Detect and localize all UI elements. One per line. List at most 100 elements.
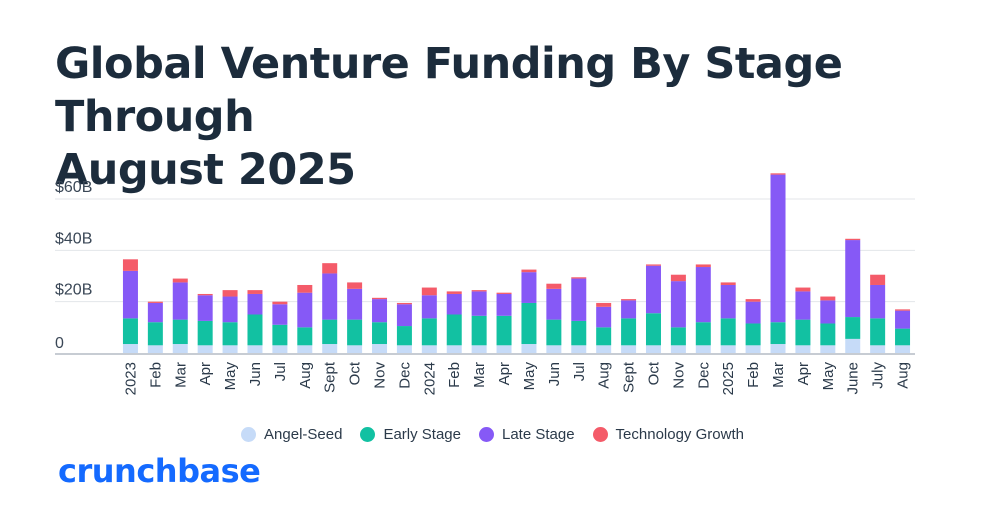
bar-segment-late-stage xyxy=(695,267,711,323)
bar-segment-late-stage xyxy=(645,265,661,314)
bar-segment-early-stage xyxy=(172,319,188,345)
bar-segment-late-stage xyxy=(347,288,363,320)
bar-segment-late-stage xyxy=(496,293,512,316)
x-tick-label: Nov xyxy=(372,362,389,389)
bar-segment-technology-growth xyxy=(870,274,886,285)
bar-segment-angel-seed xyxy=(372,344,388,353)
bar-segment-early-stage xyxy=(496,315,512,346)
bar-segment-early-stage xyxy=(372,322,388,345)
bar-segment-late-stage xyxy=(621,300,637,319)
bar-segment-technology-growth xyxy=(122,259,138,271)
bar-segment-early-stage xyxy=(870,318,886,346)
bar-segment-early-stage xyxy=(471,315,487,346)
x-tick-label: Mar xyxy=(471,362,488,388)
bar-segment-late-stage xyxy=(670,281,686,328)
bar-segment-technology-growth xyxy=(247,290,263,294)
bar-segment-late-stage xyxy=(571,278,587,321)
bar-segment-technology-growth xyxy=(720,282,736,285)
y-tick-label: $60B xyxy=(55,179,92,196)
bar-segment-late-stage xyxy=(421,295,437,319)
bar-segment-early-stage xyxy=(446,314,462,346)
bar-segment-technology-growth xyxy=(197,293,213,296)
chart-legend: Angel-Seed Early Stage Late Stage Techno… xyxy=(0,426,985,443)
bar-segment-technology-growth xyxy=(297,284,313,293)
bar-segment-technology-growth xyxy=(795,287,811,292)
chart-title: Global Venture Funding By Stage Through … xyxy=(55,38,955,197)
bar-segment-late-stage xyxy=(745,301,761,324)
bar-segment-early-stage xyxy=(272,324,288,346)
bar-segment-angel-seed xyxy=(396,345,412,353)
x-tick-label: Dec xyxy=(396,362,413,389)
bar-segment-angel-seed xyxy=(795,345,811,353)
bar-segment-angel-seed xyxy=(621,345,637,353)
bar-segment-technology-growth xyxy=(372,297,388,300)
legend-item-late-stage[interactable]: Late Stage xyxy=(478,426,575,443)
bar-segment-angel-seed xyxy=(546,345,562,353)
x-tick-label: Sept xyxy=(322,361,339,393)
bar-segment-technology-growth xyxy=(272,301,288,305)
bar-segment-late-stage xyxy=(870,284,886,319)
chart-title-line-2: August 2025 xyxy=(55,145,356,195)
x-tick-label: Oct xyxy=(645,361,662,385)
bar-segment-angel-seed xyxy=(670,345,686,353)
x-tick-label: Jun xyxy=(546,362,563,386)
x-tick-label: Feb xyxy=(446,362,463,388)
bar-segment-angel-seed xyxy=(297,345,313,353)
bar-segment-angel-seed xyxy=(845,338,861,353)
bar-segment-technology-growth xyxy=(670,274,686,282)
bar-segment-late-stage xyxy=(596,306,612,328)
bar-segment-technology-growth xyxy=(172,278,188,283)
bar-segment-late-stage xyxy=(197,295,213,321)
x-tick-label: Dec xyxy=(695,362,712,389)
bar-segment-late-stage xyxy=(247,293,263,315)
legend-item-angel-seed[interactable]: Angel-Seed xyxy=(241,426,342,443)
bar-segment-angel-seed xyxy=(770,344,786,353)
bar-segment-early-stage xyxy=(147,322,163,346)
bar-segment-angel-seed xyxy=(695,345,711,353)
bar-segment-technology-growth xyxy=(546,283,562,289)
bar-segment-technology-growth xyxy=(645,264,661,266)
bar-segment-technology-growth xyxy=(147,301,163,303)
bar-segment-angel-seed xyxy=(172,344,188,353)
bar-segment-early-stage xyxy=(770,322,786,345)
bar-segment-early-stage xyxy=(720,318,736,346)
bar-segment-early-stage xyxy=(247,314,263,346)
bar-segment-angel-seed xyxy=(895,345,911,353)
x-tick-label: Apr xyxy=(795,362,812,385)
y-tick-label: $40B xyxy=(55,230,92,247)
x-tick-label: July xyxy=(870,362,887,389)
bar-segment-technology-growth xyxy=(745,299,761,302)
bar-segment-angel-seed xyxy=(347,345,363,353)
y-tick-label: 0 xyxy=(55,335,64,352)
x-tick-label: Mar xyxy=(770,362,787,388)
bar-segment-technology-growth xyxy=(845,238,861,241)
x-tick-label: 2023 xyxy=(122,362,139,395)
bar-segment-technology-growth xyxy=(496,292,512,294)
bar-segment-angel-seed xyxy=(521,344,537,353)
bar-segment-technology-growth xyxy=(396,302,412,305)
bar-segment-late-stage xyxy=(297,292,313,328)
legend-item-early-stage[interactable]: Early Stage xyxy=(360,426,461,443)
bar-segment-early-stage xyxy=(197,320,213,346)
bar-segment-late-stage xyxy=(372,299,388,323)
x-tick-label: Nov xyxy=(670,362,687,389)
x-tick-label: May xyxy=(521,362,538,391)
bar-segment-angel-seed xyxy=(147,345,163,353)
x-tick-label: Apr xyxy=(197,362,214,385)
x-tick-label: 2024 xyxy=(421,362,438,395)
x-tick-label: Jul xyxy=(571,362,588,381)
bar-segment-technology-growth xyxy=(621,299,637,301)
bar-segment-angel-seed xyxy=(645,345,661,353)
x-tick-label: Oct xyxy=(347,361,364,385)
bar-segment-angel-seed xyxy=(122,344,138,353)
bar-segment-early-stage xyxy=(895,328,911,346)
x-tick-label: May xyxy=(820,362,837,391)
bar-segment-late-stage xyxy=(546,288,562,320)
bar-segment-early-stage xyxy=(820,323,836,346)
legend-item-technology-growth[interactable]: Technology Growth xyxy=(592,426,744,443)
bar-segment-technology-growth xyxy=(770,173,786,175)
bar-segment-technology-growth xyxy=(471,290,487,292)
x-tick-label: Sept xyxy=(621,361,638,393)
bar-segment-early-stage xyxy=(222,322,238,346)
bar-segment-early-stage xyxy=(621,318,637,346)
